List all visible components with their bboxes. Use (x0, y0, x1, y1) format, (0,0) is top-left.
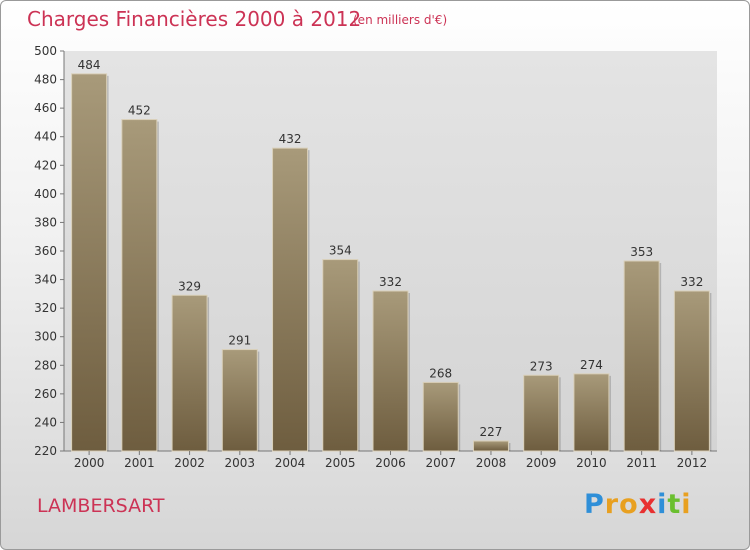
x-tick-label: 2011 (626, 456, 657, 470)
y-tick-label: 240 (34, 415, 57, 429)
x-tick-label: 2008 (476, 456, 507, 470)
logo-letter: x (638, 489, 658, 520)
bar-value-label: 452 (128, 104, 151, 118)
logo-letter: P (584, 489, 605, 520)
y-tick-label: 380 (34, 215, 57, 229)
bar (673, 290, 710, 452)
bar (573, 373, 610, 452)
y-tick-label: 440 (34, 130, 57, 144)
proxiti-logo[interactable]: Proxiti (584, 489, 692, 520)
x-tick-label: 2003 (225, 456, 256, 470)
bar (272, 147, 309, 452)
bar (623, 260, 660, 452)
bar (472, 440, 509, 452)
bar-value-label: 329 (178, 279, 201, 293)
y-tick-label: 320 (34, 301, 57, 315)
bar (221, 349, 258, 452)
y-tick-label: 500 (34, 44, 57, 58)
x-tick-label: 2002 (174, 456, 205, 470)
bar-value-label: 274 (580, 358, 603, 372)
logo-letter: i (681, 489, 692, 520)
chart-subtitle: (en milliers d'€) (353, 13, 448, 27)
y-tick-label: 400 (34, 187, 57, 201)
bar (372, 290, 409, 452)
x-tick-label: 2004 (275, 456, 306, 470)
bar-value-label: 332 (379, 275, 402, 289)
bar (523, 374, 560, 452)
bar-value-label: 273 (530, 359, 553, 373)
y-tick-label: 360 (34, 244, 57, 258)
bar-value-label: 291 (228, 334, 251, 348)
y-tick-label: 460 (34, 101, 57, 115)
logo-letter: t (667, 489, 682, 520)
logo-letter: o (619, 489, 639, 520)
x-tick-label: 2005 (325, 456, 356, 470)
bar-value-label: 332 (680, 275, 703, 289)
x-tick-label: 2000 (74, 456, 105, 470)
bar (422, 381, 459, 452)
bar-value-label: 353 (630, 245, 653, 259)
x-tick-label: 2012 (677, 456, 708, 470)
logo-letter: r (604, 489, 620, 520)
x-tick-label: 2006 (375, 456, 406, 470)
bar (121, 119, 158, 452)
x-tick-label: 2007 (425, 456, 456, 470)
x-tick-label: 2009 (526, 456, 557, 470)
y-tick-label: 280 (34, 358, 57, 372)
x-tick-label: 2010 (576, 456, 607, 470)
y-tick-label: 420 (34, 158, 57, 172)
bar-value-label: 354 (329, 244, 352, 258)
logo-letter: i (657, 489, 668, 520)
bar-value-label: 484 (78, 58, 101, 72)
bar (322, 259, 359, 452)
bar-value-label: 432 (279, 132, 302, 146)
bar-value-label: 268 (429, 366, 452, 380)
y-tick-label: 300 (34, 330, 57, 344)
chart-title: Charges Financières 2000 à 2012 (27, 7, 362, 31)
bar (71, 73, 108, 452)
y-tick-label: 220 (34, 444, 57, 458)
x-tick-label: 2001 (124, 456, 155, 470)
y-tick-label: 260 (34, 387, 57, 401)
bar-value-label: 227 (480, 425, 503, 439)
bar (171, 294, 208, 452)
y-tick-label: 480 (34, 73, 57, 87)
y-tick-label: 340 (34, 273, 57, 287)
town-name: LAMBERSART (37, 495, 165, 517)
